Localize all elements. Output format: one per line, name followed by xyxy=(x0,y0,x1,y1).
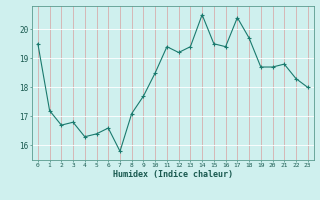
X-axis label: Humidex (Indice chaleur): Humidex (Indice chaleur) xyxy=(113,170,233,179)
